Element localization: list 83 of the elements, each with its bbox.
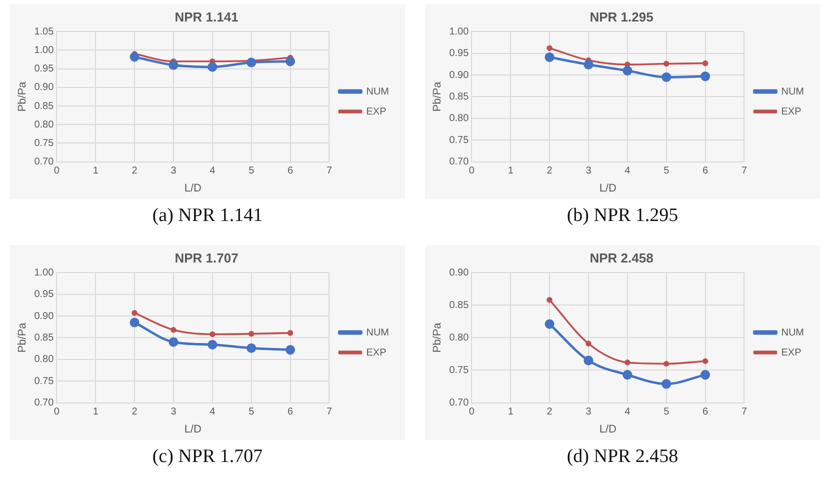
y-tick-label: 0.70 xyxy=(34,398,54,409)
text: (a) NPR 1.141 xyxy=(152,205,263,227)
x-tick-label: 6 xyxy=(702,406,709,418)
legend-label: NUM xyxy=(366,86,390,98)
y-tick-label: 0.80 xyxy=(449,113,470,124)
text: (c) NPR 1.707 xyxy=(152,446,263,468)
y-axis-title: Pb/Pa xyxy=(16,322,29,353)
chart-title: NPR 1.141 xyxy=(174,9,238,24)
x-tick-label: 6 xyxy=(288,406,294,418)
legend-label: NUM xyxy=(366,327,390,338)
x-tick-label: 3 xyxy=(586,406,592,418)
x-tick-label: 3 xyxy=(586,166,592,177)
x-tick-label: 6 xyxy=(702,166,709,177)
y-axis-title: Pb/Pa xyxy=(16,80,29,112)
y-axis-title: Pb/Pa xyxy=(432,322,444,353)
y-tick-label: 0.85 xyxy=(34,332,54,344)
y-tick-label: 1.00 xyxy=(34,44,54,56)
x-tick-label: 1 xyxy=(92,406,99,418)
chart-title: NPR 1.295 xyxy=(590,9,654,24)
x-axis-title: L/D xyxy=(599,182,617,194)
x-tick-label: 5 xyxy=(248,406,255,418)
y-tick-label: 0.70 xyxy=(449,398,470,409)
x-tick-label: 2 xyxy=(546,406,553,418)
y-tick-label: 0.80 xyxy=(449,332,470,344)
x-tick-label: 5 xyxy=(664,406,670,418)
x-tick-label: 1 xyxy=(508,166,514,177)
y-tick-label: 0.85 xyxy=(34,100,54,112)
y-tick-label: 0.95 xyxy=(449,48,470,60)
y-tick-label: 0.80 xyxy=(34,119,54,130)
y-tick-label: 0.80 xyxy=(34,354,54,366)
legend-label: EXP xyxy=(366,106,387,118)
y-tick-label: 0.90 xyxy=(34,310,54,322)
y-axis-title: Pb/Pa xyxy=(432,80,444,112)
y-tick-label: 1.00 xyxy=(34,267,54,278)
x-tick-label: 2 xyxy=(132,406,138,418)
y-tick-label: 0.75 xyxy=(34,138,54,149)
y-tick-label: 0.70 xyxy=(34,156,54,168)
legend-label: NUM xyxy=(781,327,804,338)
y-tick-label: 1.00 xyxy=(449,26,470,38)
x-axis-title: L/D xyxy=(599,423,617,436)
x-tick-label: 2 xyxy=(546,166,553,177)
text: (b) NPR 1.295 xyxy=(566,205,678,227)
y-tick-label: 0.75 xyxy=(34,376,54,387)
y-tick-label: 0.75 xyxy=(449,134,470,146)
x-tick-label: 4 xyxy=(210,166,216,177)
chart-title: NPR 1.707 xyxy=(174,250,238,266)
x-tick-label: 0 xyxy=(54,166,60,177)
chart-title: NPR 2.458 xyxy=(590,250,654,266)
x-axis-title: L/D xyxy=(184,182,202,194)
x-tick-label: 4 xyxy=(210,406,216,418)
x-tick-label: 6 xyxy=(288,166,294,177)
x-tick-label: 4 xyxy=(624,166,631,177)
x-tick-label: 1 xyxy=(92,166,99,177)
legend-label: EXP xyxy=(366,347,387,358)
x-tick-label: 1 xyxy=(508,406,514,418)
x-tick-label: 7 xyxy=(741,406,748,418)
legend-label: EXP xyxy=(781,106,802,118)
y-tick-label: 0.75 xyxy=(449,365,470,376)
legend-label: NUM xyxy=(781,86,804,98)
legend-label: EXP xyxy=(781,347,802,358)
x-tick-label: 0 xyxy=(54,406,60,418)
x-tick-label: 7 xyxy=(326,406,332,418)
y-tick-label: 0.95 xyxy=(34,64,54,75)
y-tick-label: 0.85 xyxy=(449,91,470,102)
x-tick-label: 0 xyxy=(468,166,475,177)
x-tick-label: 0 xyxy=(468,406,475,418)
x-tick-label: 3 xyxy=(170,166,177,177)
y-tick-label: 0.85 xyxy=(449,300,470,311)
x-tick-label: 2 xyxy=(132,166,138,177)
y-tick-label: 0.95 xyxy=(34,289,54,300)
x-tick-label: 5 xyxy=(248,166,255,177)
y-tick-label: 0.90 xyxy=(449,70,470,81)
y-tick-label: 1.05 xyxy=(34,26,54,38)
x-tick-label: 7 xyxy=(741,166,748,177)
y-tick-label: 0.70 xyxy=(449,156,470,168)
x-tick-label: 5 xyxy=(664,166,670,177)
x-axis-title: L/D xyxy=(184,423,202,436)
x-tick-label: 7 xyxy=(326,166,332,177)
y-tick-label: 0.90 xyxy=(34,82,54,94)
y-tick-label: 0.90 xyxy=(449,267,470,278)
x-tick-label: 3 xyxy=(170,406,177,418)
x-tick-label: 4 xyxy=(624,406,631,418)
text: (d) NPR 2.458 xyxy=(566,446,678,468)
